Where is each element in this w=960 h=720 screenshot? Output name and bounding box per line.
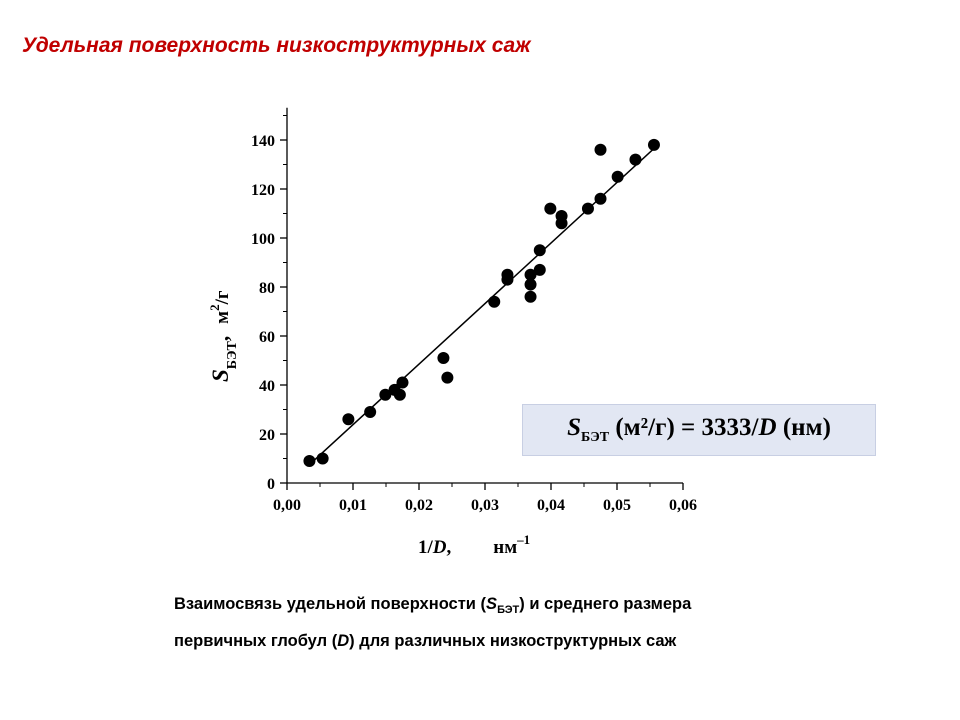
x-tick-label: 0,02 bbox=[405, 497, 433, 514]
caption-line-1: Взаимосвязь удельной поверхности (SБЭТ) … bbox=[174, 595, 692, 616]
data-point bbox=[611, 170, 624, 183]
data-point bbox=[555, 217, 568, 230]
y-tick-label: 20 bbox=[259, 427, 275, 444]
x-axis-title: 1/D, нм–1 bbox=[418, 532, 530, 558]
data-point bbox=[594, 143, 607, 156]
data-point bbox=[501, 273, 514, 286]
y-tick-label: 140 bbox=[251, 133, 275, 150]
data-point bbox=[581, 202, 594, 215]
data-point bbox=[524, 268, 537, 281]
x-tick-label: 0,03 bbox=[471, 497, 499, 514]
x-tick-label: 0,00 bbox=[273, 497, 301, 514]
data-point bbox=[524, 278, 537, 291]
data-point bbox=[364, 405, 377, 418]
data-point bbox=[379, 388, 392, 401]
slide-title: Удельная поверхность низкоструктурных са… bbox=[22, 34, 531, 57]
formula-var: S bbox=[567, 414, 581, 441]
y-tick-label: 60 bbox=[259, 329, 275, 346]
formula-units: (м²/г) = 3333/ bbox=[609, 414, 759, 441]
caption-line-2: первичных глобул (D) для различных низко… bbox=[174, 632, 677, 650]
data-point bbox=[303, 454, 316, 467]
y-tick-label: 0 bbox=[267, 476, 275, 493]
x-tick-label: 0,01 bbox=[339, 497, 367, 514]
data-point bbox=[441, 371, 454, 384]
data-point bbox=[629, 153, 642, 166]
data-point bbox=[524, 290, 537, 303]
data-point bbox=[544, 202, 557, 215]
data-point bbox=[594, 192, 607, 205]
y-tick-label: 40 bbox=[259, 378, 275, 395]
data-point bbox=[533, 263, 546, 276]
y-axis-title: SБЭТ,м2/г bbox=[207, 290, 240, 382]
formula-sub: БЭТ bbox=[580, 430, 610, 445]
data-point bbox=[533, 244, 546, 257]
data-point bbox=[316, 452, 329, 465]
data-point bbox=[342, 413, 355, 426]
data-point bbox=[437, 352, 450, 365]
formula-var2: D bbox=[758, 414, 777, 441]
x-tick-label: 0,04 bbox=[537, 497, 565, 514]
data-point bbox=[488, 295, 501, 308]
formula-box: SБЭТ (м²/г) = 3333/D (нм) bbox=[522, 404, 876, 456]
chart-axes bbox=[280, 107, 684, 490]
x-tick-label: 0,05 bbox=[603, 497, 631, 514]
y-tick-label: 100 bbox=[251, 231, 275, 248]
data-points bbox=[303, 138, 660, 467]
data-point bbox=[647, 138, 660, 151]
data-point bbox=[396, 376, 409, 389]
y-tick-label: 80 bbox=[259, 280, 275, 297]
tick-labels: 0,00 0,01 0,02 0,03 0,04 0,05 0,06 0 20 40 60 80 100… bbox=[251, 133, 697, 514]
formula-tail: (нм) bbox=[776, 414, 831, 441]
y-tick-label: 120 bbox=[251, 182, 275, 199]
x-tick-label: 0,06 bbox=[669, 497, 697, 514]
figure-caption: Взаимосвязь удельной поверхности (SБЭТ) … bbox=[174, 589, 854, 657]
data-point bbox=[393, 388, 406, 401]
